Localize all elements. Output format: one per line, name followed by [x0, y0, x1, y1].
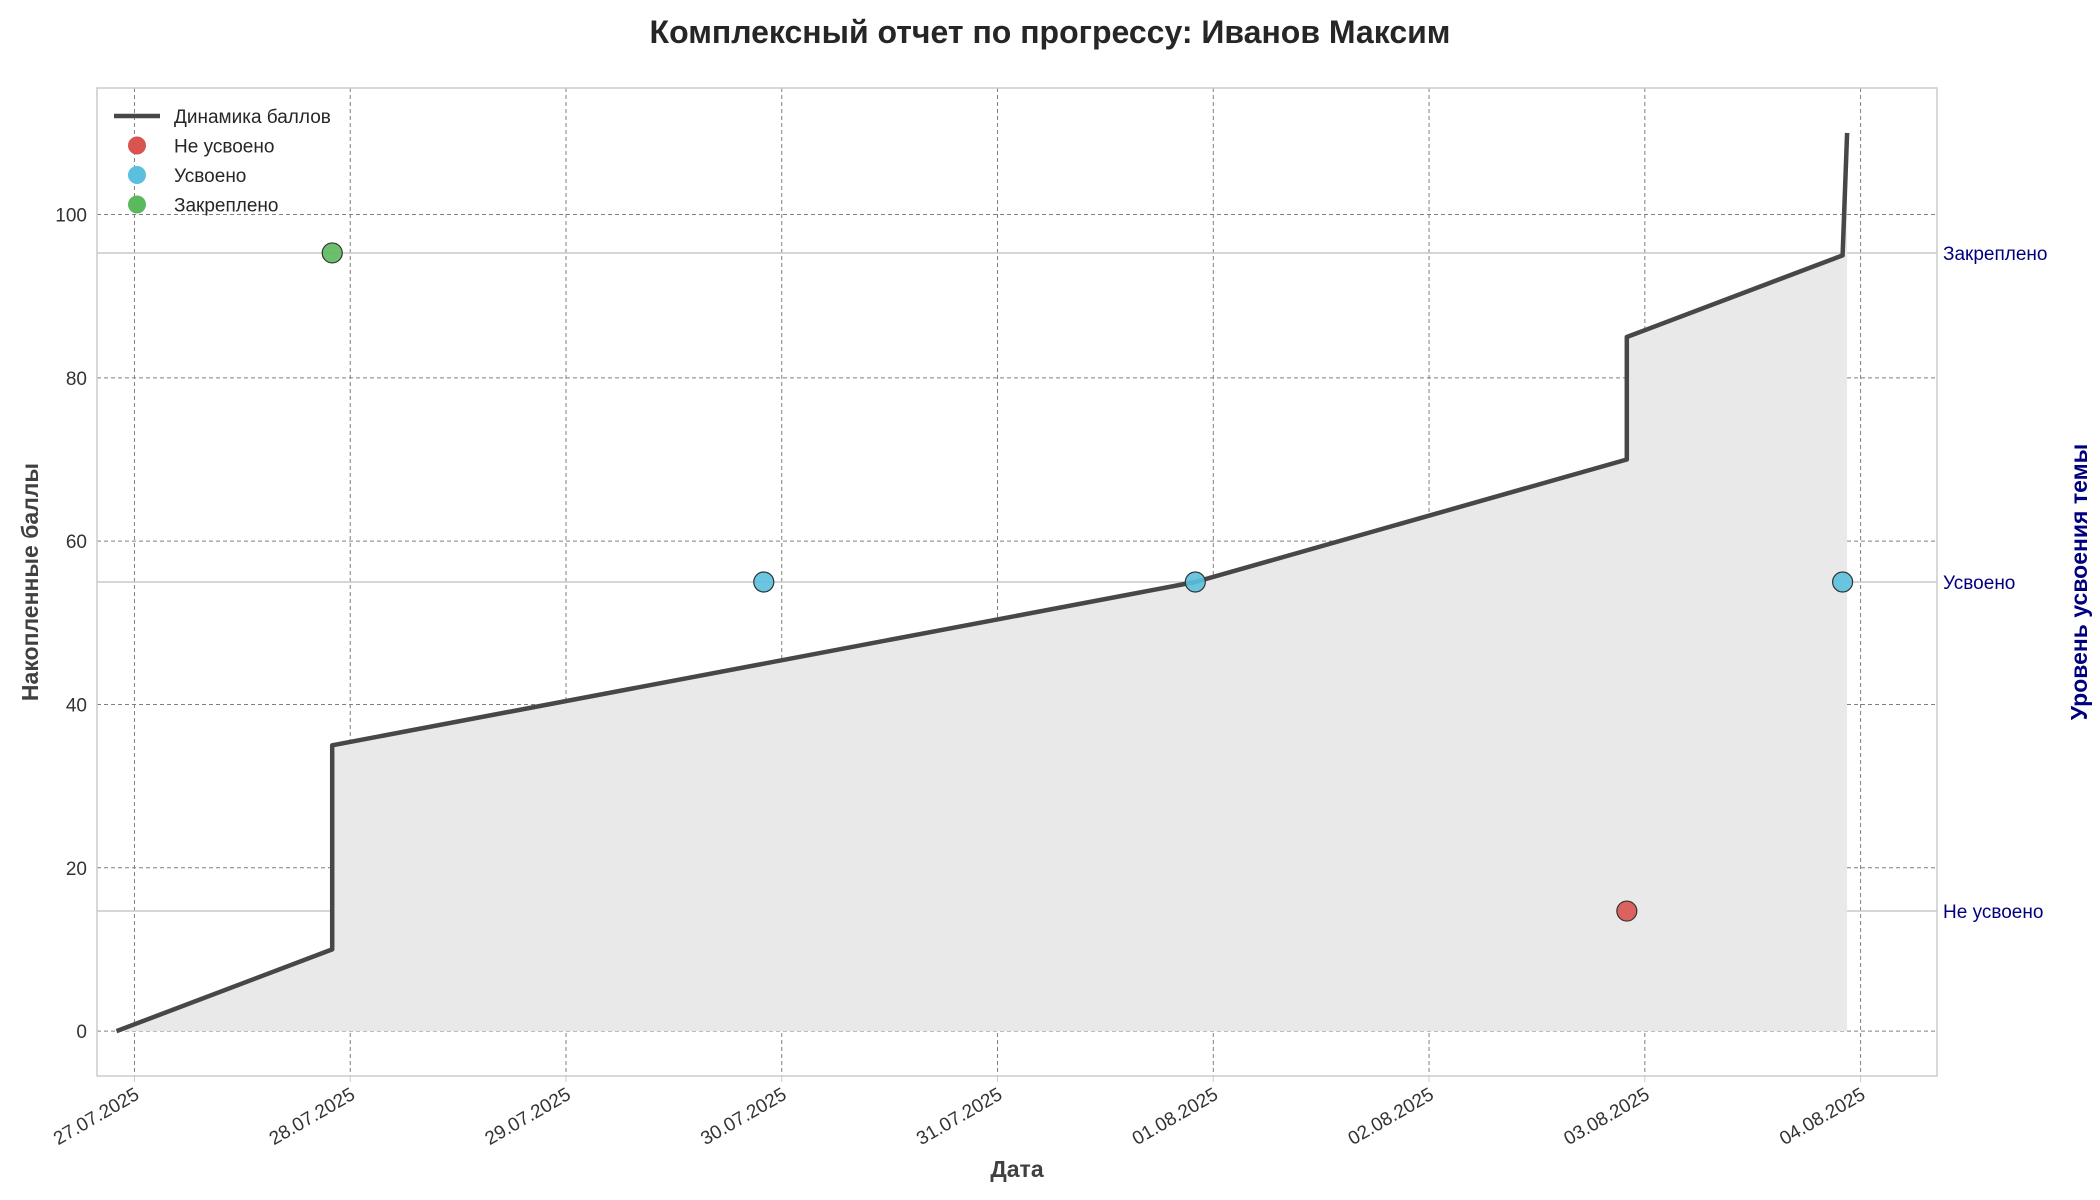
legend-label: Не усвоено	[174, 137, 274, 158]
score-area-fill	[116, 132, 1848, 1032]
legend-item: Усвоено	[128, 166, 246, 187]
legend-marker-swatch	[128, 136, 146, 155]
x-axis-ticks: 27.07.2025 28.07.2025 29.07.2025 30.07.2025…	[50, 1076, 1869, 1150]
legend: Динамика баллов Не усвоено Усвоено Закрепле…	[114, 107, 331, 217]
legend-label: Динамика баллов	[174, 107, 331, 128]
y-tick-label: 60	[66, 532, 87, 553]
y-axis-ticks: 0 20 40 60 80 100	[55, 206, 87, 1044]
mastery-point	[1832, 571, 1854, 593]
x-tick-label: 28.07.2025	[266, 1084, 359, 1150]
mastery-point	[1616, 900, 1638, 922]
legend-label: Усвоено	[174, 166, 246, 187]
legend-label: Закреплено	[174, 196, 279, 217]
x-tick-label: 04.08.2025	[1776, 1084, 1869, 1150]
x-tick-label: 01.08.2025	[1129, 1084, 1222, 1150]
right-tick-label: Закреплено	[1943, 244, 2048, 265]
mastery-points	[321, 242, 1854, 922]
mastery-point	[753, 571, 775, 593]
legend-marker-swatch	[128, 166, 146, 184]
y-tick-label: 80	[66, 369, 87, 390]
right-tick-label: Усвоено	[1943, 573, 2015, 594]
mastery-point	[321, 242, 343, 264]
mastery-point	[1184, 571, 1206, 593]
right-tick-label: Не усвоено	[1943, 902, 2043, 923]
x-tick-label: 30.07.2025	[697, 1084, 790, 1150]
y-tick-label: 100	[55, 206, 87, 227]
chart-title: Комплексный отчет по прогрессу: Иванов М…	[649, 14, 1451, 50]
x-axis-label: Дата	[990, 1156, 1043, 1182]
plot-frame	[96, 87, 1938, 1077]
x-tick-label: 02.08.2025	[1345, 1084, 1438, 1150]
right-axis-ticks: Не усвоено Усвоено Закреплено	[1943, 244, 2048, 923]
legend-item: Не усвоено	[128, 136, 274, 158]
legend-item: Закреплено	[128, 195, 279, 217]
x-tick-label: 29.07.2025	[482, 1084, 575, 1150]
y-tick-label: 20	[66, 859, 87, 880]
legend-item: Динамика баллов	[114, 107, 331, 128]
x-tick-label: 03.08.2025	[1560, 1084, 1653, 1150]
x-tick-label: 27.07.2025	[50, 1084, 143, 1150]
y-tick-label: 40	[66, 695, 87, 716]
y-tick-label: 0	[76, 1022, 87, 1043]
right-axis-label: Уровень усвоения темы	[2066, 444, 2092, 721]
score-line	[115, 132, 1850, 1034]
legend-marker-swatch	[128, 195, 146, 214]
y-axis-label: Накопленные баллы	[17, 463, 43, 701]
x-tick-label: 31.07.2025	[913, 1084, 1006, 1150]
